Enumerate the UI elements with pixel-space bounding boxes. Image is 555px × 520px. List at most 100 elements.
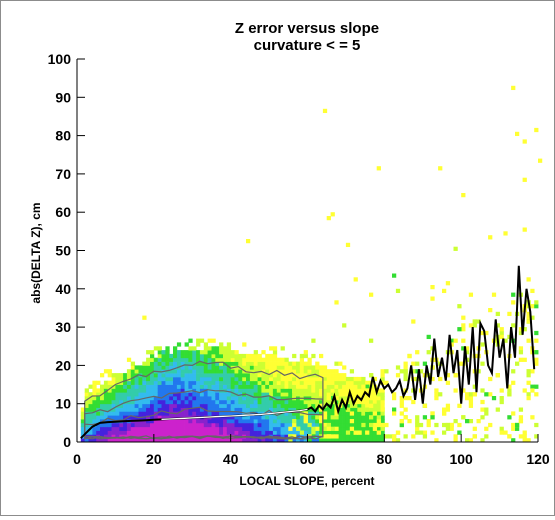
heatmap-cell [380, 422, 385, 428]
heatmap-cell [150, 365, 155, 370]
heatmap-cell [334, 373, 339, 378]
heatmap-cell [269, 392, 274, 397]
heatmap-cell [157, 350, 162, 355]
heatmap-cell [211, 365, 216, 370]
heatmap-cell [380, 373, 385, 378]
heatmap-cell [330, 407, 335, 412]
heatmap-cell [296, 438, 301, 443]
heatmap-cell [265, 430, 270, 435]
heatmap-cell [215, 419, 220, 424]
heatmap-cell [234, 373, 239, 378]
heatmap-cell [253, 388, 258, 393]
heatmap-cell [161, 376, 166, 382]
heatmap-cell [403, 361, 408, 366]
heatmap-cell [84, 392, 89, 397]
heatmap-cell [299, 388, 305, 393]
heatmap-cell [107, 411, 112, 416]
heatmap-cell [92, 430, 97, 435]
heatmap-cell [388, 434, 393, 439]
heatmap-cell [288, 407, 293, 412]
heatmap-cell [334, 430, 339, 435]
heatmap-cell [315, 430, 320, 435]
heatmap-cell [199, 419, 205, 424]
heatmap-cell [249, 369, 255, 374]
heatmap-cell [215, 438, 220, 443]
heatmap-cell [199, 396, 205, 401]
heatmap-cell [376, 415, 381, 420]
heatmap-cell [130, 399, 136, 405]
heatmap-cell [415, 430, 420, 435]
heatmap-cell [203, 376, 209, 382]
heatmap-cell [499, 399, 504, 405]
heatmap-cell [215, 430, 220, 435]
heatmap-cell [288, 430, 293, 435]
heatmap-cell [326, 438, 331, 443]
heatmap-cell [392, 396, 397, 401]
heatmap-cell [315, 438, 320, 443]
heatmap-cell [534, 330, 539, 336]
heatmap-cell [169, 396, 174, 401]
heatmap-cell [319, 369, 324, 374]
heatmap-cell [134, 380, 139, 385]
heatmap-cell [130, 384, 136, 389]
heatmap-cell [326, 415, 331, 420]
heatmap-cell [230, 388, 235, 393]
heatmap-cell [257, 415, 262, 420]
heatmap-cell [365, 430, 370, 435]
heatmap-cell [261, 430, 266, 435]
heatmap-cell [434, 438, 439, 443]
heatmap-cell [150, 376, 155, 382]
heatmap-cell [253, 407, 258, 412]
heatmap-cell [296, 369, 301, 374]
heatmap-cell [357, 384, 362, 389]
heatmap-cell [165, 388, 170, 393]
heatmap-cell [380, 392, 385, 397]
heatmap-cell [357, 399, 362, 405]
heatmap-cell [445, 380, 451, 385]
heatmap-cell [361, 384, 366, 389]
heatmap-cell [426, 350, 431, 355]
heatmap-cell [380, 411, 385, 416]
heatmap-cell [223, 369, 228, 374]
heatmap-cell [438, 392, 443, 397]
heatmap-cell [199, 399, 205, 405]
heatmap-cell [119, 373, 124, 378]
heatmap-cell [326, 376, 331, 382]
heatmap-cell [249, 361, 255, 366]
heatmap-cell [230, 438, 235, 443]
heatmap-cell [315, 384, 320, 389]
heatmap-cell [96, 392, 101, 397]
heatmap-cell [138, 388, 143, 393]
heatmap-cell [484, 434, 489, 439]
heatmap-cell [322, 419, 328, 424]
heatmap-cell [369, 399, 374, 405]
heatmap-cell [169, 415, 174, 420]
heatmap-cell [280, 380, 285, 385]
heatmap-cell [307, 415, 312, 420]
heatmap-cell [322, 380, 328, 385]
heatmap-cell [319, 388, 324, 393]
heatmap-cell [176, 361, 182, 366]
heatmap-cell [211, 422, 216, 428]
heatmap-cell [495, 407, 500, 412]
heatmap-cell [219, 411, 224, 416]
heatmap-cell [534, 127, 539, 133]
heatmap-cell [265, 399, 270, 405]
heatmap-cell [180, 396, 185, 401]
heatmap-cell [522, 438, 527, 443]
heatmap-cell [150, 438, 155, 443]
heatmap-cell [246, 357, 251, 362]
heatmap-cell [107, 430, 112, 435]
heatmap-cell [353, 415, 358, 420]
heatmap-cell [438, 166, 443, 171]
heatmap-cell [326, 434, 331, 439]
heatmap-cell [261, 384, 266, 389]
heatmap-cell [315, 380, 320, 385]
heatmap-cell [272, 380, 278, 385]
heatmap-cell [403, 407, 408, 412]
heatmap-cell [249, 380, 255, 385]
heatmap-cell [238, 403, 243, 408]
heatmap-cell [334, 411, 339, 416]
heatmap-cell [361, 419, 366, 424]
